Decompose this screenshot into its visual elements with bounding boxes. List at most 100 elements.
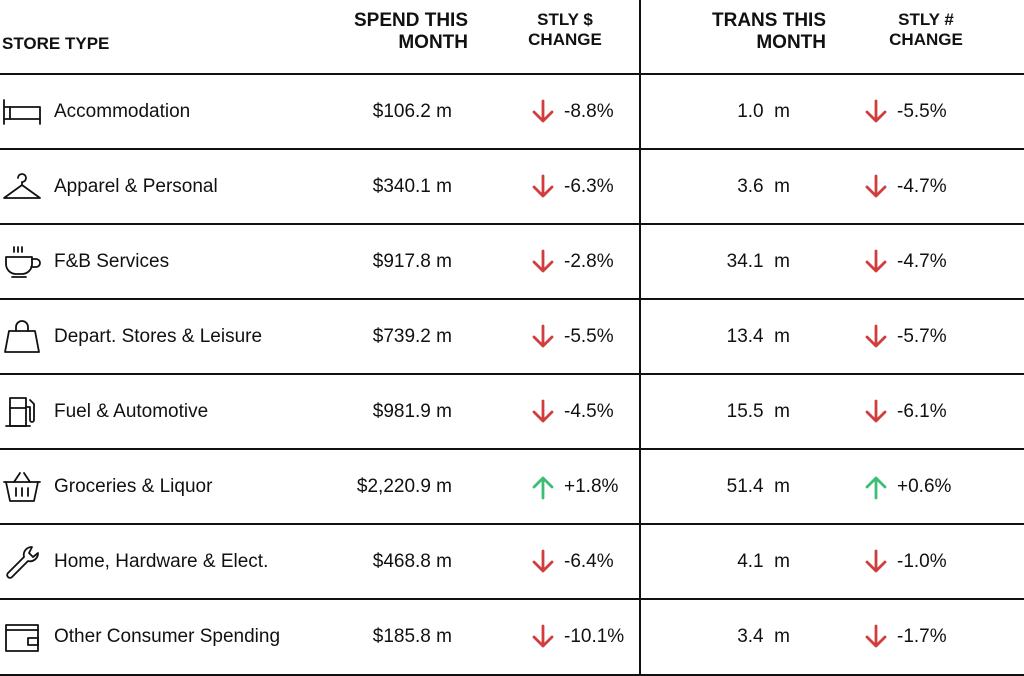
stly-dollar-change-value: -10.1%	[564, 626, 625, 647]
stly-num-change: -5.7%	[863, 324, 947, 350]
arrow-down-icon	[530, 624, 556, 650]
coffee-cup-icon	[2, 244, 42, 280]
arrow-down-icon	[530, 99, 556, 125]
stly-dollar-change: -5.5%	[530, 324, 614, 350]
stly-dollar-change: +1.8%	[530, 474, 618, 500]
header-trans-line2: MONTH	[756, 32, 826, 53]
arrow-down-icon	[863, 324, 889, 350]
header-stly-dollar-line1: STLY $	[537, 10, 593, 29]
arrow-down-icon	[530, 324, 556, 350]
header-spend-line2: MONTH	[398, 32, 468, 53]
table-header: STORE TYPE SPEND THIS MONTH STLY $ CHANG…	[0, 0, 1024, 74]
stly-num-change-value: -1.0%	[897, 551, 947, 572]
stly-dollar-change-value: -6.3%	[564, 176, 614, 197]
header-spend-line1: SPEND THIS	[353, 10, 468, 31]
table-row: Accommodation $106.2 m -8.8% 1.0 m -5.5%	[0, 75, 1024, 149]
header-stly-dollar-change: STLY $ CHANGE	[490, 10, 640, 50]
basket-icon	[2, 469, 42, 505]
row-divider	[0, 373, 1024, 375]
store-type-label: Other Consumer Spending	[54, 626, 281, 647]
row-divider	[0, 223, 1024, 225]
spend-value: $340.1 m	[372, 176, 452, 197]
arrow-down-icon	[863, 174, 889, 200]
store-type-label: Accommodation	[54, 101, 191, 122]
header-store-type: STORE TYPE	[2, 34, 110, 53]
stly-num-change: -4.7%	[863, 249, 947, 275]
stly-num-change-value: -6.1%	[897, 401, 947, 422]
stly-dollar-change-value: -8.8%	[564, 101, 614, 122]
stly-num-change: -1.7%	[863, 624, 947, 650]
stly-dollar-change: -8.8%	[530, 99, 614, 125]
trans-value: 15.5 m	[726, 401, 790, 422]
arrow-down-icon	[863, 399, 889, 425]
row-divider	[0, 298, 1024, 300]
trans-value: 51.4 m	[726, 476, 790, 497]
arrow-down-icon	[530, 249, 556, 275]
arrow-down-icon	[530, 399, 556, 425]
store-type-label: Home, Hardware & Elect.	[54, 551, 269, 572]
trans-value: 3.6 m	[737, 176, 790, 197]
spend-value: $106.2 m	[372, 101, 452, 122]
trans-value: 1.0 m	[737, 101, 790, 122]
spend-value: $2,220.9 m	[356, 476, 452, 497]
header-stly-num-line2: CHANGE	[889, 30, 963, 49]
bed-icon	[2, 94, 42, 130]
row-divider	[0, 148, 1024, 150]
table-row: Fuel & Automotive $981.9 m -4.5% 15.5 m -6.1…	[0, 375, 1024, 449]
store-type-label: F&B Services	[54, 251, 170, 272]
stly-num-change: -1.0%	[863, 549, 947, 575]
arrow-down-icon	[863, 624, 889, 650]
stly-num-change: +0.6%	[863, 474, 951, 500]
table-row: Other Consumer Spending $185.8 m -10.1% 3.4…	[0, 600, 1024, 674]
wallet-icon	[2, 619, 42, 655]
stly-dollar-change-value: -2.8%	[564, 251, 614, 272]
fuel-pump-icon	[2, 394, 42, 430]
stly-dollar-change-value: -6.4%	[564, 551, 614, 572]
stly-num-change: -5.5%	[863, 99, 947, 125]
trans-value: 4.1 m	[737, 551, 790, 572]
header-trans-line1: TRANS THIS	[712, 10, 826, 31]
stly-dollar-change: -2.8%	[530, 249, 614, 275]
store-type-label: Groceries & Liquor	[54, 476, 213, 497]
stly-num-change-value: -5.7%	[897, 326, 947, 347]
spend-value: $185.8 m	[372, 626, 452, 647]
stly-num-change-value: -4.7%	[897, 251, 947, 272]
stly-dollar-change: -6.4%	[530, 549, 614, 575]
spend-value: $981.9 m	[372, 401, 452, 422]
arrow-up-icon	[530, 474, 556, 500]
wrench-icon	[2, 544, 42, 580]
spend-value: $917.8 m	[372, 251, 452, 272]
row-divider	[0, 448, 1024, 450]
row-divider	[0, 598, 1024, 600]
table-row: Groceries & Liquor $2,220.9 m +1.8% 51.4 m +…	[0, 450, 1024, 524]
header-trans-this-month: TRANS THIS MONTH	[676, 10, 826, 54]
arrow-down-icon	[530, 174, 556, 200]
trans-value: 13.4 m	[726, 326, 790, 347]
stly-dollar-change: -4.5%	[530, 399, 614, 425]
stly-dollar-change: -10.1%	[530, 624, 624, 650]
store-type-label: Fuel & Automotive	[54, 401, 209, 422]
table-row: F&B Services $917.8 m -2.8% 34.1 m -4.7%	[0, 225, 1024, 299]
store-type-label: Depart. Stores & Leisure	[54, 326, 263, 347]
stly-num-change-value: -4.7%	[897, 176, 947, 197]
table-row: Home, Hardware & Elect. $468.8 m -6.4% 4.1 …	[0, 525, 1024, 599]
stly-num-change-value: +0.6%	[897, 476, 952, 497]
stly-dollar-change-value: +1.8%	[564, 476, 619, 497]
hanger-icon	[2, 169, 42, 205]
header-stly-num-line1: STLY #	[898, 10, 954, 29]
arrow-down-icon	[863, 549, 889, 575]
arrow-down-icon	[863, 249, 889, 275]
arrow-down-icon	[530, 549, 556, 575]
spend-value: $739.2 m	[372, 326, 452, 347]
spend-value: $468.8 m	[372, 551, 452, 572]
stly-num-change-value: -5.5%	[897, 101, 947, 122]
store-type-label: Apparel & Personal	[54, 176, 218, 197]
stly-dollar-change: -6.3%	[530, 174, 614, 200]
stly-num-change-value: -1.7%	[897, 626, 947, 647]
stly-dollar-change-value: -5.5%	[564, 326, 614, 347]
stly-num-change: -4.7%	[863, 174, 947, 200]
stly-num-change: -6.1%	[863, 399, 947, 425]
header-stly-dollar-line2: CHANGE	[528, 30, 602, 49]
trans-value: 34.1 m	[726, 251, 790, 272]
row-divider	[0, 523, 1024, 525]
